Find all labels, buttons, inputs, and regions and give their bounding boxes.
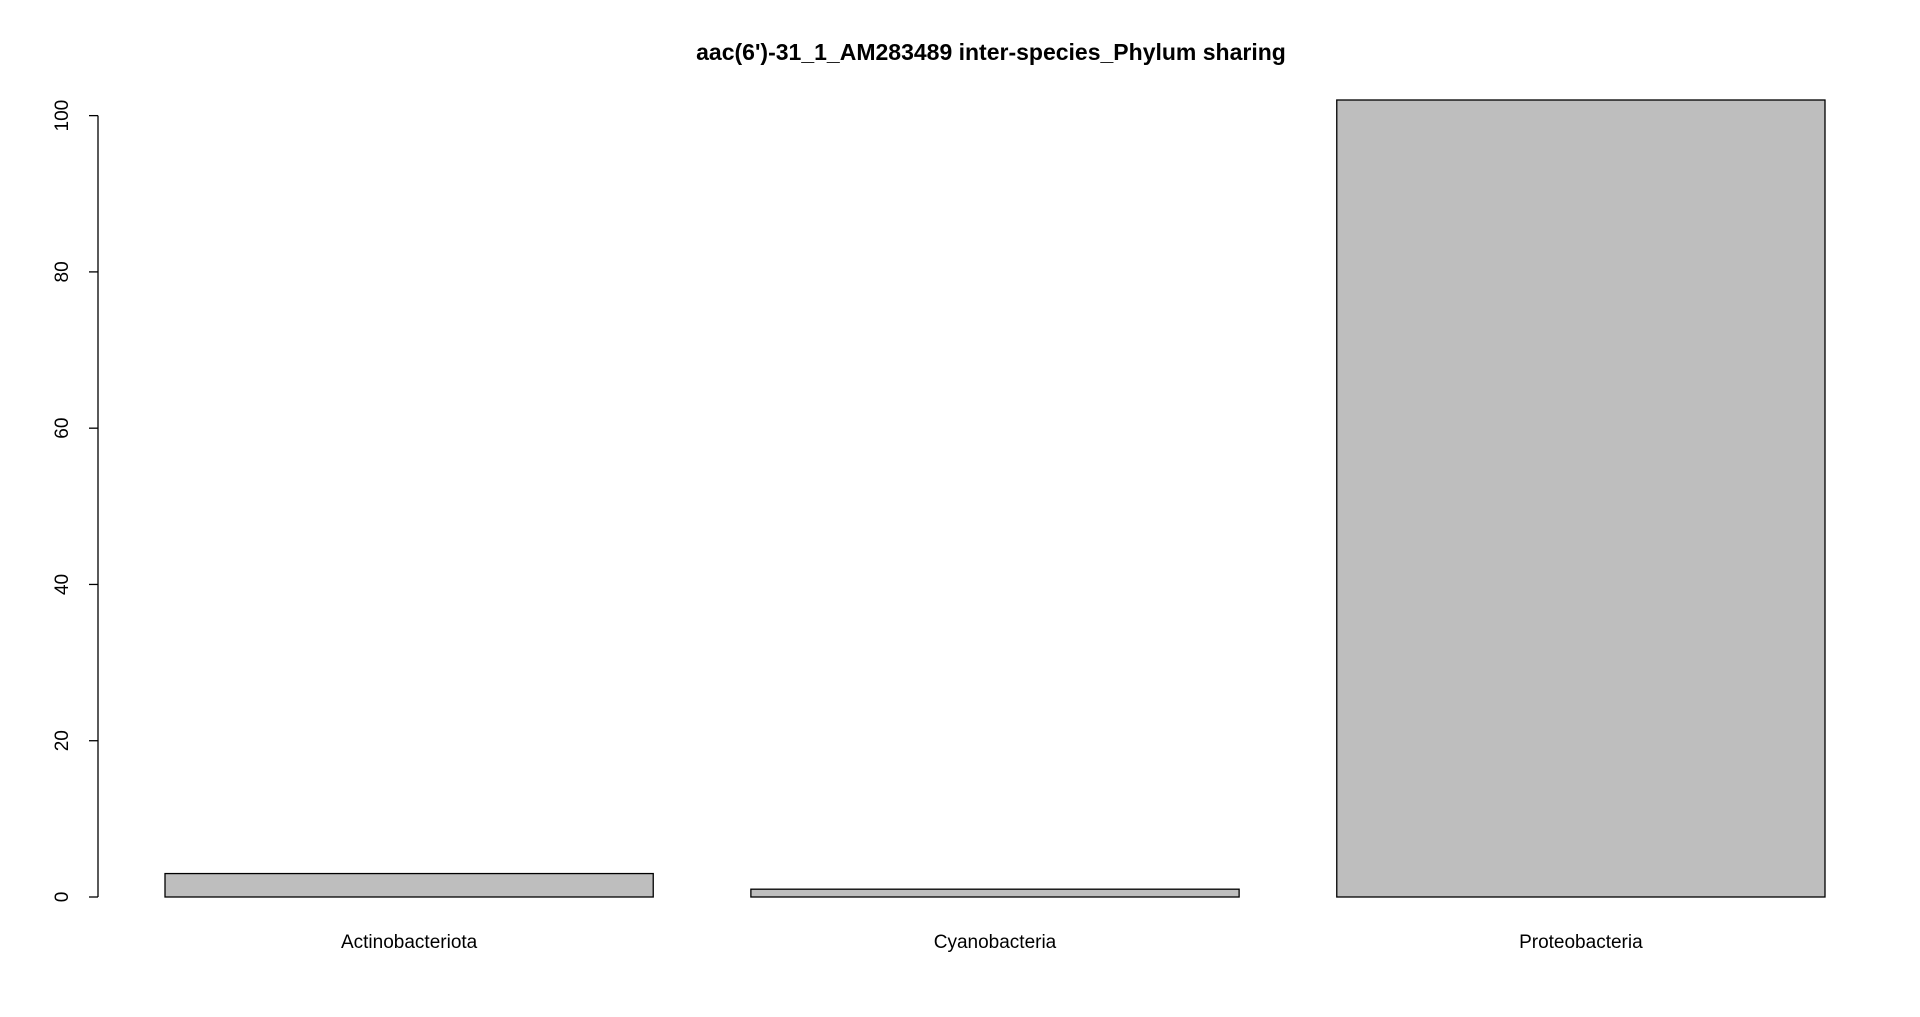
bars-group [164,99,1826,898]
y-tick-label: 20 [52,730,73,751]
y-tick-label: 80 [52,261,73,282]
y-tick-label: 40 [52,574,73,595]
bar-actinobacteriota [164,872,654,898]
x-category-labels: Actinobacteriota Cyanobacteria Proteobacte… [341,932,1643,953]
x-category-label: Actinobacteriota [341,932,478,953]
y-axis: 0 20 40 60 80 100 [52,100,99,903]
y-tick-label: 0 [52,892,73,903]
x-category-label: Cyanobacteria [934,932,1057,953]
x-category-label: Proteobacteria [1519,932,1643,953]
bar-cyanobacteria [750,888,1240,898]
y-tick-label: 60 [52,418,73,439]
y-tick-label: 100 [52,100,73,132]
chart-title: aac(6')-31_1_AM283489 inter-species_Phyl… [696,39,1286,65]
bar-proteobacteria [1336,99,1826,898]
